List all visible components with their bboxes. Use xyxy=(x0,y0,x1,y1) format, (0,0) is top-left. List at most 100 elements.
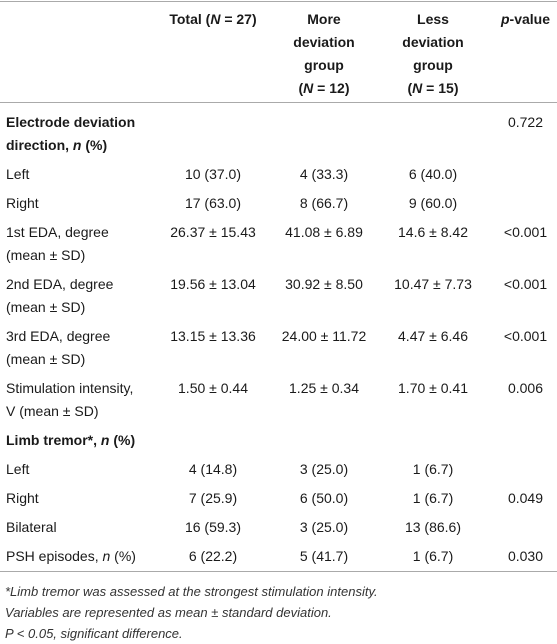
table-row: 1st EDA, degree (mean ± SD) 26.37 ± 15.43… xyxy=(0,218,557,270)
cell-text: 6 (50.0) xyxy=(299,490,349,506)
cell-text: 1 (6.7) xyxy=(412,490,454,506)
row-label: Right xyxy=(0,484,150,513)
cell-text: p xyxy=(500,11,510,27)
cell-text: n xyxy=(72,137,82,153)
cell-text: 4 (33.3) xyxy=(299,166,349,182)
row-label: Bilateral xyxy=(0,513,150,542)
row-label: PSH episodes, n (%) xyxy=(0,542,150,572)
row-label: Right xyxy=(0,189,150,218)
cell-text: 41.08 ± 6.89 xyxy=(285,224,363,240)
table-cell: 1 (6.7) xyxy=(372,484,494,513)
table-cell xyxy=(494,160,557,189)
cell-text: 13 (86.6) xyxy=(404,519,462,535)
table-cell: 6 (22.2) xyxy=(150,542,276,572)
cell-text: <0.001 xyxy=(503,276,548,292)
table-cell xyxy=(372,103,494,161)
footnote: Variables are represented as mean ± stan… xyxy=(5,605,332,620)
cell-text: 0.722 xyxy=(507,114,544,130)
table-cell: 4 (33.3) xyxy=(276,160,372,189)
table-row: Left 4 (14.8) 3 (25.0) 1 (6.7) xyxy=(0,455,557,484)
table-cell xyxy=(494,189,557,218)
table-cell: 1 (6.7) xyxy=(372,542,494,572)
cell-text: Left xyxy=(6,461,30,477)
cell-text: -value xyxy=(509,11,551,27)
table-cell xyxy=(276,426,372,455)
cell-text: More deviation group ( xyxy=(293,11,355,96)
table-row: Electrode deviation direction, n (%) 0.72… xyxy=(0,103,557,161)
cell-text: = 27) xyxy=(220,11,257,27)
header-row: Total (N = 27) More deviation group (N = … xyxy=(0,2,557,103)
table-cell: 14.6 ± 8.42 xyxy=(372,218,494,270)
table-row: PSH episodes, n (%) 6 (22.2) 5 (41.7) 1 (6.… xyxy=(0,542,557,572)
cell-text: Right xyxy=(6,490,39,506)
table-row: Right 7 (25.9) 6 (50.0) 1 (6.7) 0.049 xyxy=(0,484,557,513)
cell-text: 26.37 ± 15.43 xyxy=(170,224,256,240)
table-cell: 41.08 ± 6.89 xyxy=(276,218,372,270)
table-cell: 1.50 ± 0.44 xyxy=(150,374,276,426)
table-cell: 1 (6.7) xyxy=(372,455,494,484)
table-cell: 24.00 ± 11.72 xyxy=(276,322,372,374)
cell-text: 2nd EDA, degree (mean ± SD) xyxy=(6,276,114,315)
data-table: Total (N = 27) More deviation group (N = … xyxy=(0,1,557,572)
table-cell: 4.47 ± 6.46 xyxy=(372,322,494,374)
row-label: 2nd EDA, degree (mean ± SD) xyxy=(0,270,150,322)
cell-text: 8 (66.7) xyxy=(299,195,349,211)
cell-text: n xyxy=(102,548,111,564)
cell-text: 1.70 ± 0.41 xyxy=(398,380,468,396)
cell-text: Stimulation intensity, V (mean ± SD) xyxy=(6,380,134,419)
table-cell xyxy=(494,455,557,484)
header-cell: p-value xyxy=(494,2,557,103)
cell-text: 16 (59.3) xyxy=(184,519,242,535)
table-cell: <0.001 xyxy=(494,270,557,322)
cell-text: 1.50 ± 0.44 xyxy=(178,380,248,396)
table-cell xyxy=(276,103,372,161)
table-cell: 1.25 ± 0.34 xyxy=(276,374,372,426)
table-cell: 0.049 xyxy=(494,484,557,513)
cell-text: 1st EDA, degree (mean ± SD) xyxy=(6,224,109,263)
table-cell xyxy=(494,513,557,542)
header-cell: More deviation group (N = 12) xyxy=(276,2,372,103)
cell-text: 6 (22.2) xyxy=(188,548,238,564)
footnotes: *Limb tremor was assessed at the stronge… xyxy=(0,572,557,644)
cell-text: 13.15 ± 13.36 xyxy=(170,328,256,344)
table-cell: 19.56 ± 13.04 xyxy=(150,270,276,322)
table-cell: 13.15 ± 13.36 xyxy=(150,322,276,374)
cell-text: 3 (25.0) xyxy=(299,519,349,535)
table-cell: 7 (25.9) xyxy=(150,484,276,513)
footnote: *Limb tremor was assessed at the stronge… xyxy=(5,584,378,599)
cell-text: 1.25 ± 0.34 xyxy=(289,380,359,396)
cell-text: (%) xyxy=(110,548,136,564)
table-cell: 1.70 ± 0.41 xyxy=(372,374,494,426)
cell-text: 0.030 xyxy=(507,548,544,564)
cell-text: n xyxy=(100,432,110,448)
table-cell: 16 (59.3) xyxy=(150,513,276,542)
cell-text: Total ( xyxy=(169,11,211,27)
header-cell: Total (N = 27) xyxy=(150,2,276,103)
table-cell: 10.47 ± 7.73 xyxy=(372,270,494,322)
cell-text: 0.006 xyxy=(507,380,544,396)
table-cell: 6 (40.0) xyxy=(372,160,494,189)
cell-text: 3rd EDA, degree (mean ± SD) xyxy=(6,328,111,367)
table-header: Total (N = 27) More deviation group (N = … xyxy=(0,2,557,103)
table-cell: 17 (63.0) xyxy=(150,189,276,218)
table-cell: 0.722 xyxy=(494,103,557,161)
table-row: Right 17 (63.0) 8 (66.7) 9 (60.0) xyxy=(0,189,557,218)
cell-text: (%) xyxy=(81,137,108,153)
table-cell xyxy=(494,426,557,455)
table-cell: <0.001 xyxy=(494,218,557,270)
cell-text: 5 (41.7) xyxy=(299,548,349,564)
cell-text: <0.001 xyxy=(503,224,548,240)
cell-text: Limb tremor*, xyxy=(6,432,101,448)
cell-text: 10 (37.0) xyxy=(184,166,242,182)
table-cell: 26.37 ± 15.43 xyxy=(150,218,276,270)
row-label: 1st EDA, degree (mean ± SD) xyxy=(0,218,150,270)
cell-text: 10.47 ± 7.73 xyxy=(394,276,472,292)
table-cell: <0.001 xyxy=(494,322,557,374)
table-cell xyxy=(150,103,276,161)
row-label: Stimulation intensity, V (mean ± SD) xyxy=(0,374,150,426)
table-cell: 13 (86.6) xyxy=(372,513,494,542)
cell-text: (%) xyxy=(109,432,136,448)
table-cell xyxy=(372,426,494,455)
row-label: 3rd EDA, degree (mean ± SD) xyxy=(0,322,150,374)
